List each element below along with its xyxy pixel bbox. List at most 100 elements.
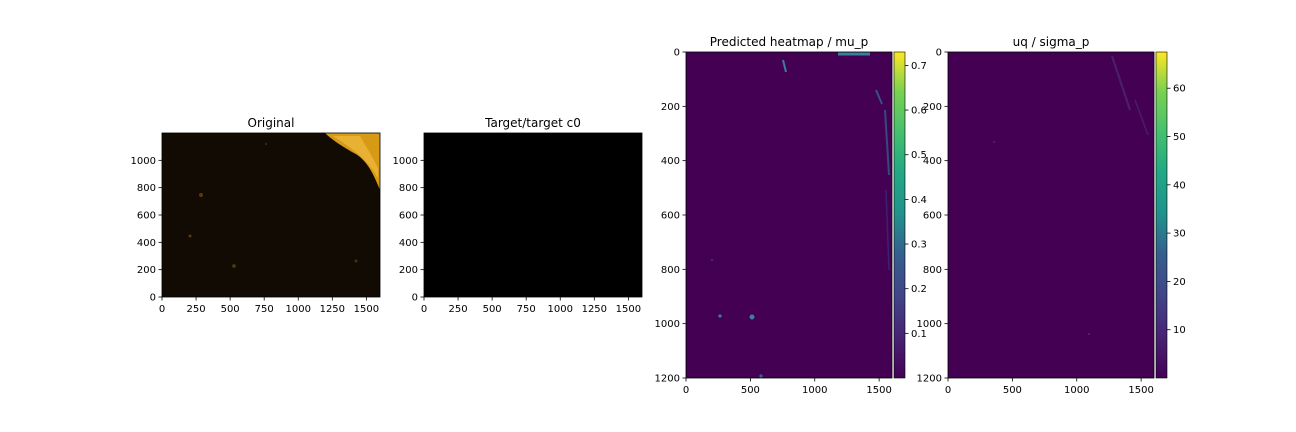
panel-original: Original 0 250 500 750 1000 1250 1500 0 200 400 60… [131,116,381,315]
x-tick-label: 750 [255,304,274,315]
colorbar-tick-label: 40 [1173,180,1186,191]
x-tick-label: 1500 [354,304,379,315]
colorbar-ticks: 10 20 30 40 50 60 [1167,84,1186,336]
colorbar-tick-label: 60 [1173,84,1186,95]
x-tick-label: 1500 [616,304,641,315]
x-tick-label: 1250 [582,304,607,315]
y-tick-label: 800 [137,183,156,194]
y-tick-label: 800 [661,265,680,276]
x-tick-label: 750 [517,304,536,315]
x-tick-label: 1250 [320,304,345,315]
image-background [948,52,1154,378]
axis-ticks: 0 500 1000 1500 0 200 400 600 800 1000 1200 [917,48,1154,397]
colorbar-tick-label: 30 [1173,229,1186,240]
y-tick-label: 600 [399,211,418,222]
heat-streak [1134,99,1149,136]
y-tick-label: 200 [661,102,680,113]
image-speck [199,193,203,197]
heat-speck [1088,333,1090,335]
colorbar-ticks: 0.1 0.2 0.3 0.4 0.5 0.6 0.7 [905,61,927,340]
image-background [162,133,380,297]
y-tick-label: 1000 [131,156,156,167]
colorbar-tick-label: 0.2 [911,284,927,295]
y-tick-label: 400 [399,238,418,249]
y-tick-label: 1000 [655,319,680,330]
x-tick-label: 0 [945,385,951,396]
colorbar-tick-label: 20 [1173,277,1186,288]
x-tick-label: 500 [1003,385,1022,396]
image-area [162,133,380,297]
colorbar [1155,51,1168,379]
image-speck [232,264,236,268]
heat-speck [710,258,714,262]
heat-streak [782,59,787,73]
colorbar-tick-label: 0.6 [911,106,927,117]
y-tick-label: 1200 [655,374,680,385]
y-tick-label: 400 [137,238,156,249]
y-tick-label: 200 [399,265,418,276]
panel-predicted-heatmap: Predicted heatmap / mu_p 0 500 1000 1500 0 20… [655,35,927,396]
image-speck [264,142,268,146]
x-tick-label: 250 [187,304,206,315]
y-tick-label: 600 [137,211,156,222]
x-tick-label: 1000 [548,304,573,315]
heat-speck [993,141,995,143]
panel-title: uq / sigma_p [1013,35,1090,49]
x-tick-label: 1000 [1064,385,1089,396]
heat-streak [884,109,890,176]
image-speck [188,234,192,238]
y-tick-label: 800 [399,183,418,194]
colorbar [893,51,906,379]
y-tick-label: 600 [923,211,942,222]
x-tick-label: 500 [221,304,240,315]
panel-title: Original [248,116,295,130]
x-tick-label: 1500 [866,385,891,396]
y-tick-label: 600 [661,211,680,222]
y-tick-label: 400 [661,156,680,167]
x-tick-label: 1500 [1128,385,1153,396]
colorbar-tick-label: 0.7 [911,61,927,72]
x-tick-label: 0 [159,304,165,315]
colorbar-tick-label: 0.3 [911,240,927,251]
panel-uncertainty: uq / sigma_p 0 500 1000 1500 0 200 400 600 800 10… [917,35,1186,396]
panel-target: Target/target c0 0 250 500 750 1000 1250 1500 0… [393,116,643,315]
heat-streak [875,89,883,105]
x-tick-label: 0 [683,385,689,396]
image-speck [354,259,358,263]
x-tick-label: 500 [483,304,502,315]
colorbar-tick-label: 0.1 [911,329,927,340]
x-tick-label: 250 [449,304,468,315]
y-tick-label: 0 [674,48,680,59]
image-background [686,52,892,378]
y-tick-label: 1200 [917,374,942,385]
y-tick-label: 0 [936,48,942,59]
x-tick-label: 1000 [286,304,311,315]
y-tick-label: 200 [923,102,942,113]
colorbar-tick-label: 0.5 [911,150,927,161]
colorbar-tick-label: 10 [1173,325,1186,336]
image-area [424,133,642,297]
axis-ticks: 0 250 500 750 1000 1250 1500 0 200 400 600 800 1000 [131,156,380,315]
x-tick-label: 0 [421,304,427,315]
heat-speck [718,314,722,318]
panel-title: Target/target c0 [484,116,581,130]
heat-speck [749,314,755,320]
heat-speck [759,374,763,378]
x-tick-label: 1000 [802,385,827,396]
colorbar-tick-label: 0.4 [911,195,927,206]
y-tick-label: 800 [923,265,942,276]
colorbar-tick-label: 50 [1173,132,1186,143]
tissue-highlight [333,136,378,178]
y-tick-label: 0 [150,293,156,304]
y-tick-label: 0 [412,293,418,304]
panel-title: Predicted heatmap / mu_p [710,35,868,49]
y-tick-label: 1000 [917,319,942,330]
image-area [948,52,1154,378]
heat-streak [1111,55,1131,111]
y-tick-label: 200 [137,265,156,276]
x-tick-label: 500 [741,385,760,396]
y-tick-label: 400 [923,156,942,167]
image-area [686,52,892,378]
y-tick-label: 1000 [393,156,418,167]
